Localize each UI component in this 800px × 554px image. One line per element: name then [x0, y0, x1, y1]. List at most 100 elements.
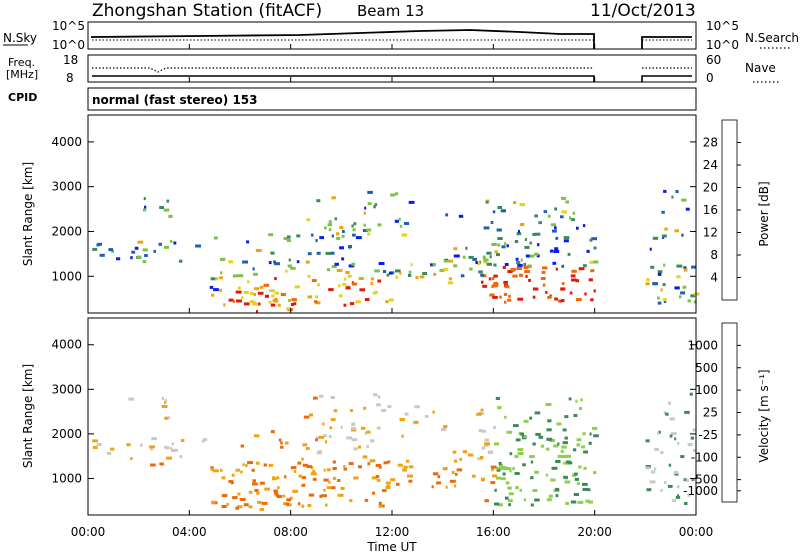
power-cell — [657, 270, 663, 274]
power-cell — [378, 262, 385, 265]
power-cell — [274, 262, 280, 266]
velocity-colorbar-frame — [721, 322, 738, 503]
velocity-cell — [171, 448, 176, 452]
velocity-cell — [376, 426, 381, 430]
power-cell — [493, 263, 497, 267]
power-cell — [286, 307, 291, 311]
velocity-cell — [307, 504, 312, 507]
power-cell — [569, 291, 573, 295]
power-cell — [496, 228, 502, 232]
power-cell — [578, 267, 585, 271]
power-cell — [561, 196, 567, 200]
power-cell — [569, 216, 572, 220]
power-cell — [501, 245, 506, 249]
power-cell — [288, 258, 291, 262]
power-cell — [492, 277, 495, 280]
velocity-cell — [441, 427, 447, 431]
power-cell — [534, 232, 541, 236]
power-cell — [663, 189, 667, 193]
velocity-cell — [530, 460, 534, 464]
velocity-cell — [403, 465, 408, 469]
power-cell — [517, 263, 523, 267]
velocity-cell — [515, 486, 519, 490]
velocity-cell — [587, 488, 591, 492]
date-label: 11/Oct/2013 — [590, 1, 696, 21]
power-cell — [477, 262, 481, 266]
power-cell — [348, 245, 352, 249]
power-cell — [235, 290, 242, 294]
velocity-cell — [406, 459, 410, 463]
power-cell — [352, 233, 356, 237]
power-cell — [550, 223, 556, 227]
power-cell — [480, 273, 485, 277]
velocity-cell — [353, 447, 358, 451]
power-cell — [163, 208, 170, 212]
power-cell — [552, 229, 557, 233]
velocity-cell — [140, 443, 143, 447]
power-cell — [676, 275, 681, 279]
power-cell — [250, 292, 255, 296]
power-cell — [373, 205, 376, 209]
velocity-cell — [674, 437, 677, 441]
power-cell — [680, 291, 686, 295]
power-cell — [97, 242, 102, 246]
velocity-cell — [514, 472, 520, 475]
velocity-cell — [404, 412, 409, 416]
power-cell — [335, 232, 340, 236]
power-cell — [462, 255, 466, 259]
velocity-cell — [323, 488, 326, 492]
power-cell — [485, 200, 489, 204]
velocity-cell — [318, 394, 324, 398]
velocity-cell — [150, 447, 153, 451]
power-cell — [195, 244, 201, 248]
velocity-cell — [302, 443, 308, 447]
power-cell — [377, 223, 382, 227]
velocity-cell — [481, 429, 486, 433]
velocity-cell — [179, 455, 183, 459]
velocity-cell — [529, 416, 533, 420]
velocity-cell — [159, 462, 164, 466]
velocity-cell — [340, 425, 343, 429]
power-cell — [547, 295, 552, 299]
power-cell — [691, 265, 697, 269]
power-cell — [287, 235, 291, 239]
power-cell — [209, 285, 214, 289]
power-cell — [328, 228, 332, 232]
nsky-trace — [91, 29, 692, 49]
power-cell — [349, 302, 355, 306]
velocity-cell — [106, 452, 112, 455]
power-cell — [315, 295, 319, 299]
power-cell — [525, 254, 530, 258]
power-cell — [674, 229, 680, 233]
power-cell — [327, 223, 333, 227]
velocity-colorbar-tick-label: -25 — [698, 428, 718, 442]
freq-tick-top: 18 — [63, 53, 78, 67]
velocity-ytick-label: 1000 — [51, 471, 82, 485]
power-cell — [142, 248, 148, 252]
power-y-ticks: 1000 2000 3000 4000 — [51, 135, 696, 283]
power-cell — [491, 243, 497, 246]
power-cell — [419, 275, 425, 279]
cpid-frame — [87, 87, 697, 111]
velocity-cell — [290, 466, 297, 470]
velocity-colorbar-tick-label: 100 — [695, 383, 718, 397]
power-cell — [516, 261, 521, 265]
power-cell — [355, 300, 361, 304]
power-cell — [252, 302, 259, 306]
power-cell — [513, 201, 517, 204]
velocity-cell — [286, 498, 291, 502]
nsky-tick-bottom: 10^0 — [52, 38, 85, 52]
power-cell — [223, 303, 226, 307]
velocity-cell — [522, 463, 526, 467]
velocity-cell — [581, 445, 586, 449]
velocity-cell — [646, 488, 652, 492]
velocity-cell — [507, 499, 513, 503]
velocity-cell — [484, 442, 490, 446]
velocity-cell — [340, 486, 345, 490]
power-cell — [443, 259, 450, 263]
power-cell — [565, 200, 569, 204]
power-cell — [432, 263, 436, 267]
velocity-cell — [213, 469, 219, 473]
velocity-cell — [286, 503, 292, 507]
velocity-cell — [490, 465, 497, 469]
